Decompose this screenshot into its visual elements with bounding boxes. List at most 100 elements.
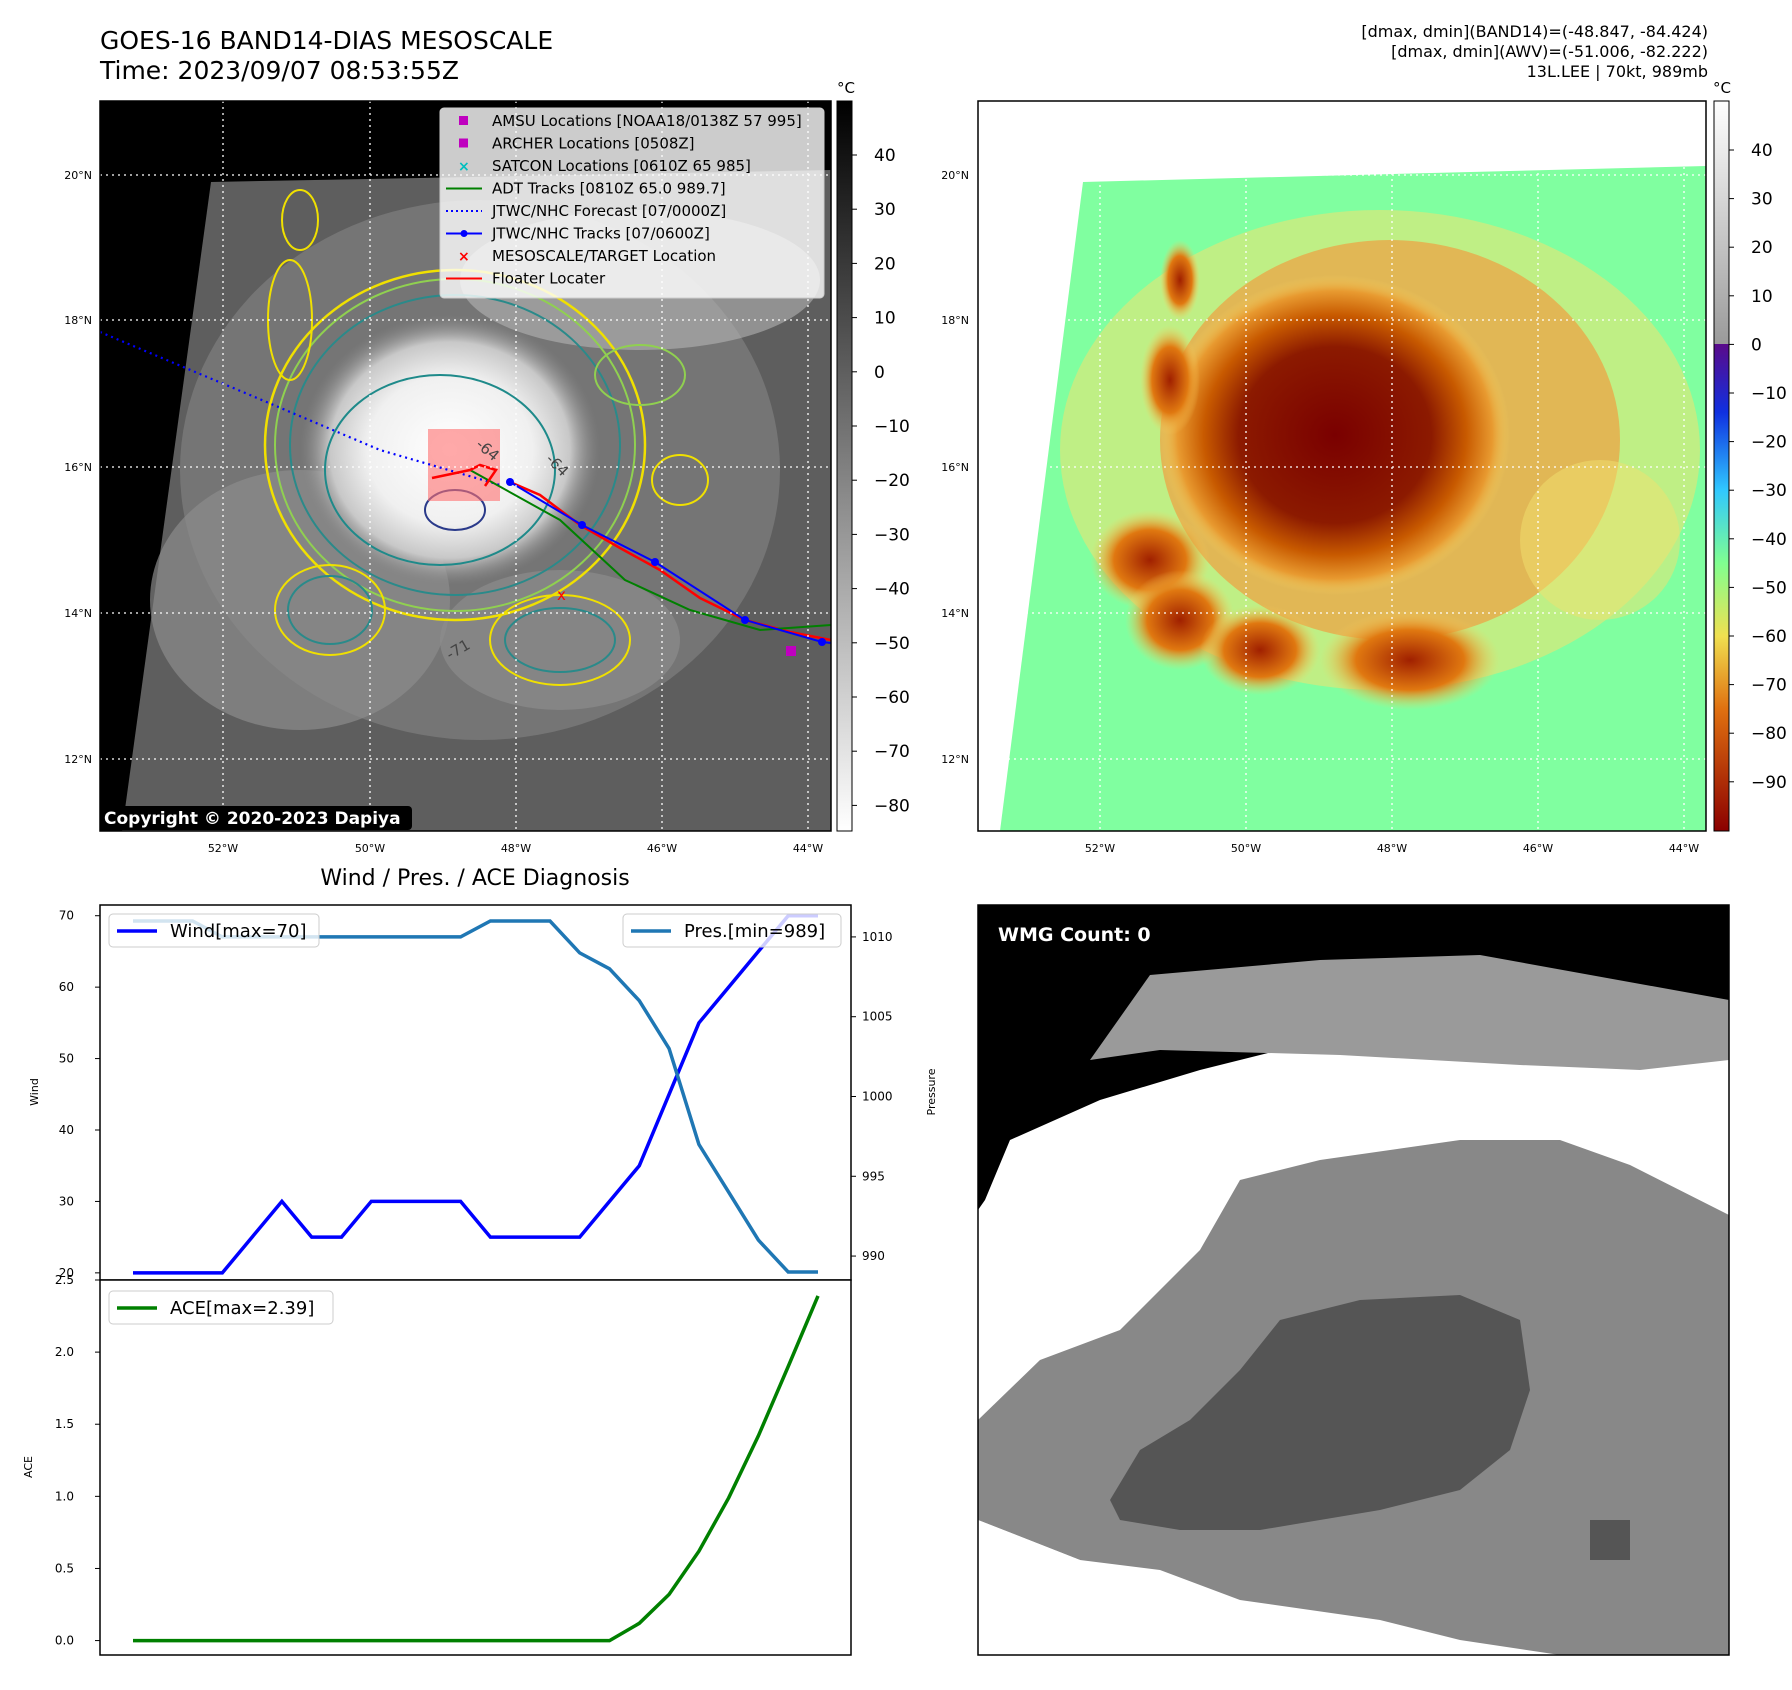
legend-label: SATCON Locations [0610Z 65 985] [492,157,751,175]
lat-label: 14°N [64,607,92,620]
y-tick-label: 1.5 [55,1417,74,1431]
pressure-legend-label: Pres.[min=989] [684,921,825,942]
pressure-axis-label: Pressure [925,1068,938,1115]
legend-entry: × MESOSCALE/TARGET Location [458,247,716,265]
colorbar-tick-label: −80 [874,796,910,816]
wind-axis-label: Wind [28,1078,41,1106]
awv-enhanced-map: 20°N 18°N 16°N 14°N 12°N 52°W 50°W 48°W … [941,100,1707,855]
colorbar-tick-label: 40 [1751,141,1773,161]
y-tick-label: 0.5 [55,1561,74,1575]
y-tick-label: 2.0 [55,1345,74,1359]
colorbar-unit: °C [1713,79,1731,97]
colorbar-tick-label: 30 [1751,190,1773,210]
copyright-label: Copyright © 2020-2023 Dapiya [104,809,401,829]
legend-label: AMSU Locations [NOAA18/0138Z 57 995] [492,112,802,130]
colorbar-tick-label: 40 [874,146,896,166]
y-tick-label: 30 [59,1194,74,1208]
map-legend: AMSU Locations [NOAA18/0138Z 57 995] ARCH… [439,107,825,299]
legend-label: MESOSCALE/TARGET Location [492,247,716,265]
colorbar-tick-label: −40 [874,580,910,600]
colorbar-tick-label: 0 [874,363,885,383]
colorbar-tick-label: 20 [874,254,896,274]
y-tick-label: 2.5 [55,1273,74,1287]
colorbar-tick-label: −60 [874,688,910,708]
wmg-panel: WMG Count: 0 [977,904,1730,1656]
legend-entry: Floater Locater [446,270,606,288]
legend-label: Floater Locater [492,270,606,288]
wind-series-line [133,913,818,1275]
lon-label: 46°W [1523,842,1553,855]
svg-text:×: × [458,249,470,265]
info-band14: [dmax, dmin](BAND14)=(-48.847, -84.424) [1361,22,1708,41]
colorbar-tick-label: −80 [1751,724,1787,744]
lon-label: 52°W [1085,842,1115,855]
svg-text:x: x [557,586,566,604]
colorbar-tick-label: −20 [874,471,910,491]
y-tick-label: 60 [59,980,74,994]
y-tick-label: 995 [862,1169,885,1183]
left-map-lon-labels: 52°W 50°W 48°W 46°W 44°W [208,842,823,855]
right-map-lat-labels: 20°N 18°N 16°N 14°N 12°N [941,169,969,766]
colorbar-tick-label: −30 [874,525,910,545]
legend-entry: AMSU Locations [NOAA18/0138Z 57 995] [459,112,802,130]
colorbar-tick-label: −30 [1751,481,1787,501]
lat-label: 18°N [941,314,969,327]
lat-label: 12°N [64,753,92,766]
y-tick-label: 1000 [862,1089,893,1103]
ace-series-line [133,1295,820,1643]
ace-chart: 0.0 0.5 1.0 1.5 2.0 2.5 ACE ACE[max=2.39] [22,1273,852,1656]
right-colorbar: °C 40 30 20 10 0 −10 −20 −30 −40 −50 −60 −70 −80 −90 [1713,79,1787,832]
lon-label: 44°W [793,842,823,855]
colorbar-tick-label: −10 [874,417,910,437]
legend-entry: JTWC/NHC Tracks [07/0600Z] [446,225,710,243]
lat-label: 14°N [941,607,969,620]
figure-info: [dmax, dmin](BAND14)=(-48.847, -84.424) … [1361,22,1708,82]
lat-label: 16°N [941,461,969,474]
y-tick-label: 40 [59,1123,74,1137]
colorbar-tick-label: 0 [1751,335,1762,355]
map-gridlines [978,101,1706,831]
lat-label: 20°N [64,169,92,182]
legend-entry: ADT Tracks [0810Z 65.0 989.7] [446,180,726,198]
lat-label: 18°N [64,314,92,327]
ace-legend: ACE[max=2.39] [108,1290,334,1325]
y-tick-label: 70 [59,909,74,923]
wind-pressure-chart: Wind / Pres. / ACE Diagnosis 20 30 40 50 60 7… [28,866,938,1281]
colorbar-tick-label: −20 [1751,433,1787,453]
colorbar-tick-label: −70 [1751,676,1787,696]
lon-label: 46°W [647,842,677,855]
wind-legend-label: Wind[max=70] [170,921,307,942]
lon-label: 48°W [501,842,531,855]
lon-label: 48°W [1377,842,1407,855]
figure-title: GOES-16 BAND14-DIAS MESOSCALE Time: 2023/… [100,26,554,85]
y-tick-label: 1.0 [55,1489,74,1503]
colorbar-tick-label: −70 [874,742,910,762]
legend-label: ARCHER Locations [0508Z] [492,135,695,153]
y-tick-label: 1010 [862,930,893,944]
lon-label: 50°W [355,842,385,855]
colorbar-tick-label: 10 [874,309,896,329]
colorbar-tick-label: −50 [874,634,910,654]
legend-label: JTWC/NHC Forecast [07/0000Z] [491,202,726,220]
lat-label: 12°N [941,753,969,766]
ir-satellite-map: x -64 -64 -71 AMSU Locations [N [64,100,832,855]
colorbar-tick-label: 30 [874,200,896,220]
svg-text:×: × [458,159,470,175]
lon-label: 50°W [1231,842,1261,855]
wmg-count-label: WMG Count: 0 [998,924,1151,946]
y-tick-label: 50 [59,1052,74,1066]
legend-label: ADT Tracks [0810Z 65.0 989.7] [492,180,726,198]
info-storm: 13L.LEE | 70kt, 989mb [1526,62,1708,81]
right-map-lon-labels: 52°W 50°W 48°W 46°W 44°W [1085,842,1699,855]
y-tick-label: 1005 [862,1010,893,1024]
colorbar-tick-label: −50 [1751,578,1787,598]
info-awv: [dmax, dmin](AWV)=(-51.006, -82.222) [1391,42,1708,61]
colorbar-tick-label: −10 [1751,384,1787,404]
legend-entry: ARCHER Locations [0508Z] [459,135,695,153]
colorbar-tick-label: −60 [1751,627,1787,647]
y-tick-label: 20 [59,1266,74,1280]
ace-legend-label: ACE[max=2.39] [170,1298,314,1319]
colorbar-tick-label: −90 [1751,773,1787,793]
ace-axis-label: ACE [22,1456,35,1478]
